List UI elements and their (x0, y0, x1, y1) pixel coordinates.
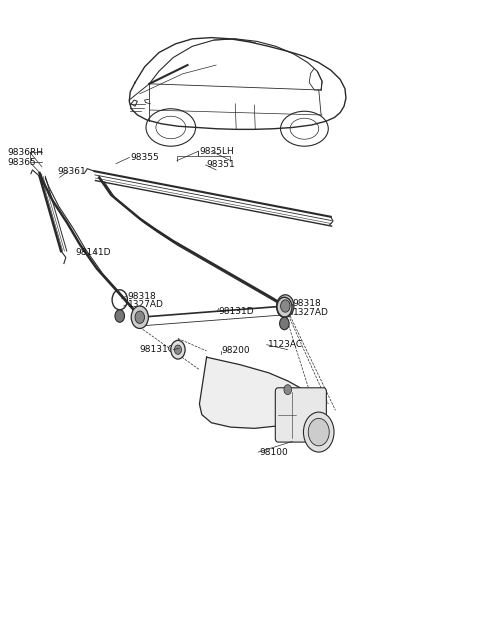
Text: 1327AD: 1327AD (292, 308, 328, 317)
Polygon shape (199, 357, 316, 428)
Text: 98200: 98200 (222, 347, 251, 356)
Circle shape (135, 311, 144, 324)
Text: 98318: 98318 (128, 292, 156, 300)
FancyBboxPatch shape (276, 387, 326, 442)
Text: 1327AD: 1327AD (128, 300, 164, 309)
Text: 9835LH: 9835LH (199, 147, 234, 155)
Text: 98351: 98351 (206, 161, 235, 169)
Text: 98141D: 98141D (75, 248, 111, 257)
Text: 98131D: 98131D (218, 307, 254, 315)
Circle shape (308, 418, 329, 446)
Text: 98361: 98361 (58, 167, 86, 176)
Circle shape (303, 412, 334, 452)
Text: 98131C: 98131C (140, 345, 175, 354)
Circle shape (171, 340, 185, 359)
Text: 98318: 98318 (292, 299, 321, 308)
Circle shape (284, 384, 291, 394)
Circle shape (115, 310, 124, 322)
Circle shape (174, 345, 181, 354)
Circle shape (277, 295, 294, 317)
Text: 98100: 98100 (259, 448, 288, 456)
Text: 98355: 98355 (130, 153, 159, 162)
Circle shape (131, 306, 148, 329)
Circle shape (280, 317, 289, 330)
Text: 1123AC: 1123AC (268, 340, 303, 349)
Text: 9836RH: 9836RH (8, 148, 44, 157)
Text: 98365: 98365 (8, 158, 36, 167)
Circle shape (281, 300, 290, 312)
